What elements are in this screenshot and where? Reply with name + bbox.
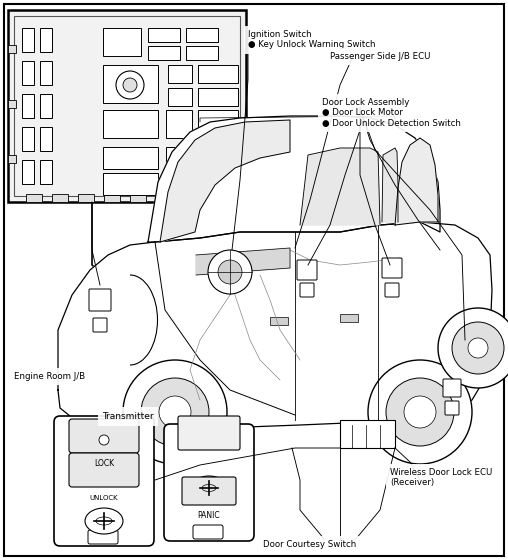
- Bar: [198, 88, 238, 106]
- Bar: [103, 173, 158, 195]
- Bar: [104, 194, 120, 202]
- Bar: [156, 194, 172, 202]
- Bar: [208, 194, 224, 202]
- Text: UNLOCK: UNLOCK: [90, 495, 118, 501]
- Polygon shape: [58, 222, 492, 430]
- Bar: [340, 420, 395, 448]
- Bar: [26, 194, 42, 202]
- Bar: [8, 155, 16, 163]
- Bar: [166, 173, 192, 195]
- FancyBboxPatch shape: [69, 453, 139, 487]
- Bar: [14, 16, 240, 196]
- Bar: [40, 61, 52, 85]
- FancyBboxPatch shape: [297, 260, 317, 280]
- FancyBboxPatch shape: [300, 283, 314, 297]
- Circle shape: [452, 322, 504, 374]
- Bar: [130, 194, 146, 202]
- FancyBboxPatch shape: [88, 530, 118, 544]
- Polygon shape: [196, 248, 290, 275]
- Circle shape: [99, 435, 109, 445]
- Circle shape: [404, 396, 436, 428]
- Ellipse shape: [85, 508, 123, 534]
- Circle shape: [386, 378, 454, 446]
- FancyBboxPatch shape: [193, 525, 223, 539]
- Circle shape: [123, 78, 137, 92]
- Bar: [22, 94, 34, 118]
- Bar: [40, 160, 52, 184]
- Circle shape: [438, 308, 508, 388]
- FancyBboxPatch shape: [385, 283, 399, 297]
- Bar: [8, 100, 16, 108]
- Bar: [186, 28, 218, 42]
- Ellipse shape: [191, 476, 227, 500]
- Bar: [168, 65, 192, 83]
- Bar: [166, 110, 192, 138]
- Circle shape: [218, 260, 242, 284]
- FancyBboxPatch shape: [182, 477, 236, 505]
- Polygon shape: [300, 148, 380, 225]
- Bar: [40, 94, 52, 118]
- Bar: [148, 46, 180, 60]
- Text: LOCK: LOCK: [94, 460, 114, 469]
- Text: Ignition Switch
● Key Unlock Warning Switch: Ignition Switch ● Key Unlock Warning Swi…: [248, 30, 375, 49]
- Bar: [103, 110, 158, 138]
- Bar: [22, 127, 34, 151]
- Bar: [8, 45, 16, 53]
- FancyBboxPatch shape: [178, 416, 240, 450]
- Bar: [22, 160, 34, 184]
- Bar: [8, 10, 246, 202]
- Text: Door Lock Assembly
● Door Lock Motor
● Door Unlock Detection Switch: Door Lock Assembly ● Door Lock Motor ● D…: [322, 98, 461, 128]
- Circle shape: [368, 360, 472, 464]
- Bar: [198, 65, 238, 83]
- Text: Wireless Door Lock ECU
(Receiver): Wireless Door Lock ECU (Receiver): [390, 468, 492, 487]
- Bar: [340, 314, 358, 322]
- Bar: [186, 46, 218, 60]
- Text: Passenger Side J/B ECU: Passenger Side J/B ECU: [330, 52, 430, 61]
- Text: Door Courtesy Switch: Door Courtesy Switch: [263, 540, 357, 549]
- Bar: [198, 110, 238, 138]
- Bar: [182, 194, 198, 202]
- FancyBboxPatch shape: [164, 424, 254, 541]
- Bar: [103, 147, 158, 169]
- Circle shape: [141, 378, 209, 446]
- Circle shape: [123, 360, 227, 464]
- Text: Transmitter: Transmitter: [102, 412, 154, 421]
- FancyBboxPatch shape: [93, 318, 107, 332]
- Bar: [103, 65, 158, 103]
- Bar: [52, 194, 68, 202]
- Text: Engine Room J/B: Engine Room J/B: [14, 372, 85, 381]
- Bar: [22, 61, 34, 85]
- Polygon shape: [148, 116, 440, 242]
- Bar: [270, 317, 288, 325]
- Bar: [198, 147, 238, 169]
- FancyBboxPatch shape: [69, 419, 139, 453]
- Bar: [78, 194, 94, 202]
- Bar: [103, 28, 141, 56]
- Circle shape: [159, 396, 191, 428]
- FancyBboxPatch shape: [89, 289, 111, 311]
- Bar: [168, 88, 192, 106]
- FancyBboxPatch shape: [443, 379, 461, 397]
- Bar: [148, 28, 180, 42]
- Circle shape: [208, 250, 252, 294]
- FancyBboxPatch shape: [445, 401, 459, 415]
- Polygon shape: [160, 120, 290, 242]
- FancyBboxPatch shape: [54, 416, 154, 546]
- Bar: [40, 28, 52, 52]
- Bar: [40, 127, 52, 151]
- Bar: [166, 147, 192, 169]
- FancyBboxPatch shape: [382, 258, 402, 278]
- Bar: [198, 173, 238, 195]
- Circle shape: [468, 338, 488, 358]
- Polygon shape: [395, 138, 438, 225]
- Circle shape: [116, 71, 144, 99]
- Text: PANIC: PANIC: [198, 511, 220, 520]
- Bar: [22, 28, 34, 52]
- Polygon shape: [382, 148, 398, 222]
